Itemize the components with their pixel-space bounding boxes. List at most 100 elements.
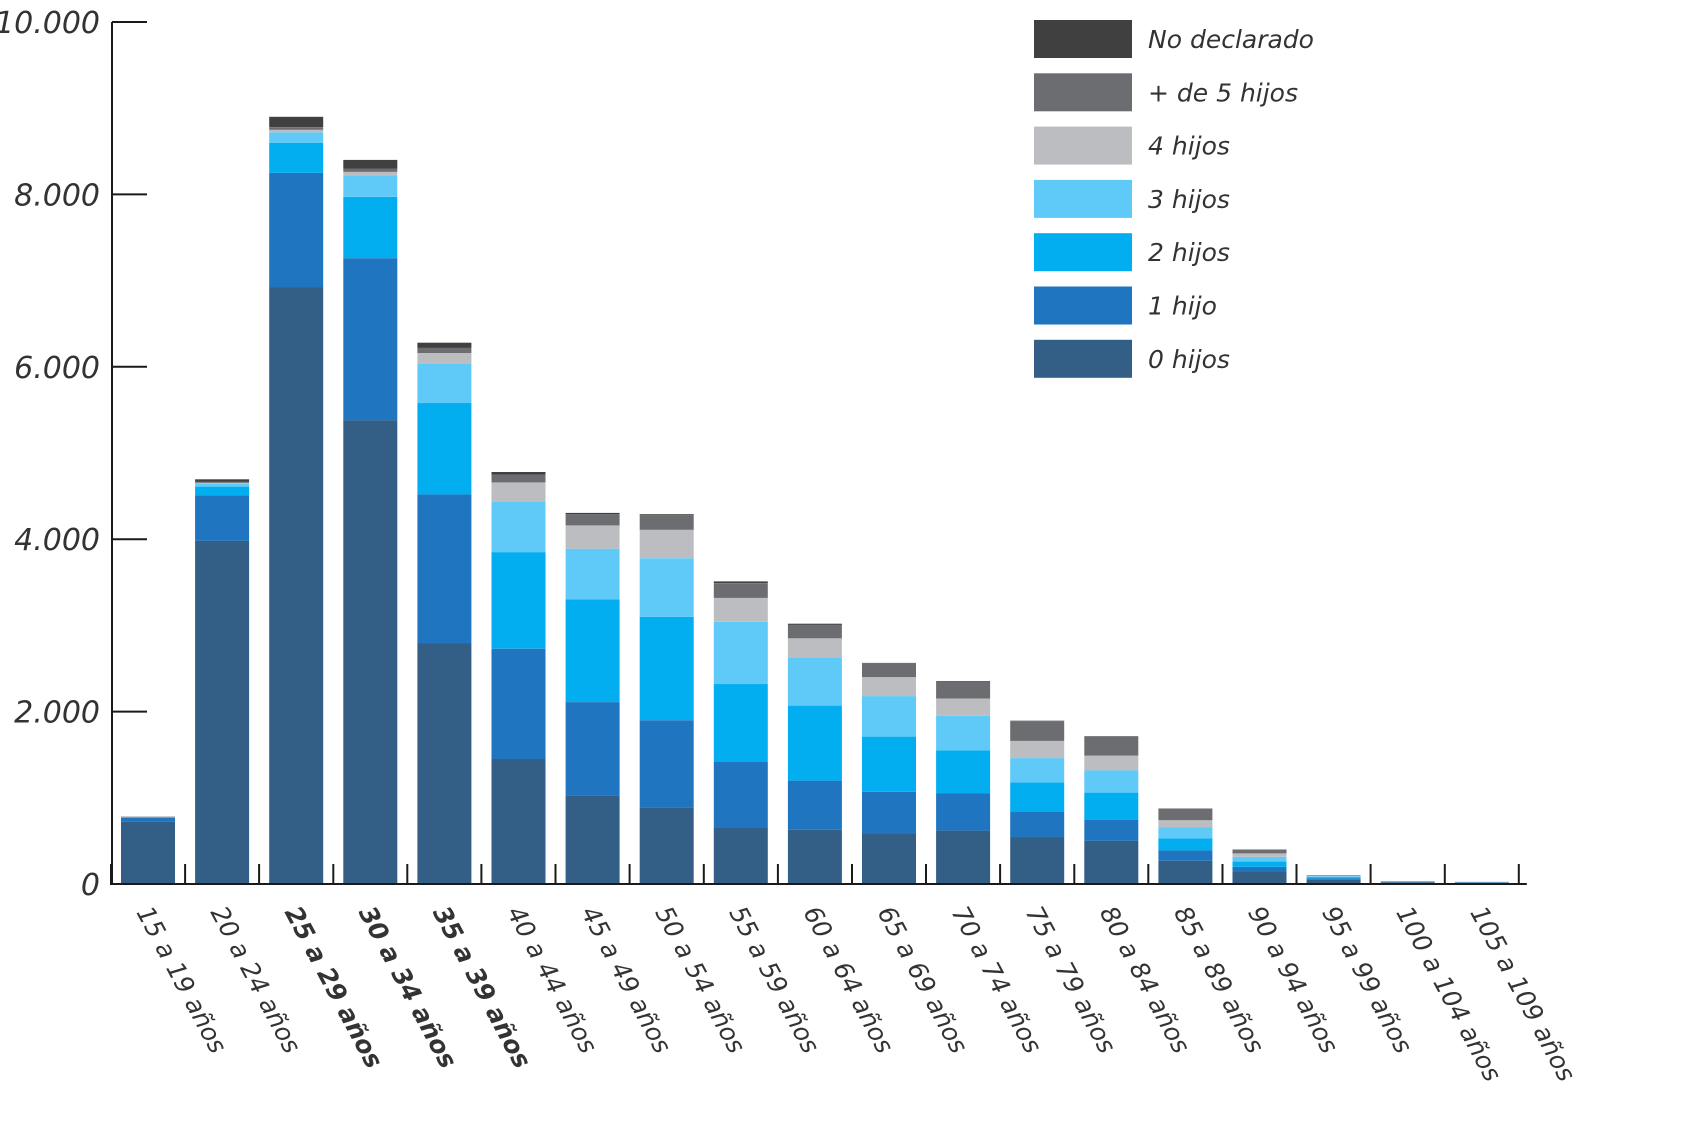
bar-15-a-19-años-0-hijos [121, 821, 175, 884]
bar-55-a-59-años-2-hijos [713, 684, 768, 762]
bar-55-a-59-años-1-hijo [713, 761, 768, 828]
bar-stack-70-a-74-años [936, 681, 991, 884]
bar-35-a-39-años-2-hijos [417, 403, 472, 495]
bar-55-a-59-años-3-hijos [713, 622, 768, 685]
bar-30-a-34-años-plus-de-5-hijos [343, 168, 398, 172]
bar-60-a-64-años-4-hijos [787, 638, 842, 658]
bar-stack-85-a-89-años [1158, 808, 1213, 884]
bar-90-a-94-años-2-hijos [1232, 861, 1287, 867]
bar-85-a-89-años-2-hijos [1158, 838, 1213, 851]
bar-40-a-44-años-2-hijos [491, 552, 546, 649]
bar-40-a-44-años-4-hijos [491, 482, 546, 502]
y-tick-label: 0 [81, 868, 100, 903]
legend-swatch [1034, 126, 1132, 165]
bar-30-a-34-años-1-hijo [343, 258, 398, 421]
legend-label: 3 hijos [1148, 185, 1230, 214]
bar-70-a-74-años-2-hijos [936, 750, 991, 794]
bar-60-a-64-años-no-declarado [787, 623, 842, 625]
bar-35-a-39-años-plus-de-5-hijos [417, 347, 472, 353]
bar-50-a-54-años-1-hijo [639, 720, 694, 808]
legend-swatch [1034, 20, 1132, 58]
legend-item-2-hijos: 2 hijos [1034, 233, 1230, 272]
bar-45-a-49-años-0-hijos [565, 795, 620, 884]
bar-70-a-74-años-1-hijo [936, 793, 991, 831]
legend-item-plus-de-5-hijos: + de 5 hijos [1034, 73, 1298, 112]
bar-35-a-39-años-1-hijo [417, 494, 472, 644]
bar-stack-25-a-29-años [269, 116, 324, 884]
bar-45-a-49-años-1-hijo [565, 702, 620, 796]
bar-65-a-69-años-0-hijos [862, 833, 916, 884]
legend-item-0-hijos: 0 hijos [1034, 339, 1230, 378]
y-tick-label: 6.000 [14, 351, 100, 386]
bar-60-a-64-años-plus-de-5-hijos [787, 624, 842, 639]
bar-70-a-74-años-0-hijos [936, 830, 991, 884]
bar-stack-35-a-39-años [417, 342, 472, 884]
legend-label: 2 hijos [1148, 238, 1230, 267]
y-tick-label: 4.000 [14, 523, 100, 558]
legend-item-3-hijos: 3 hijos [1034, 179, 1230, 218]
legend-swatch [1034, 339, 1132, 378]
y-axis-ticks: 0 2.000 4.000 6.000 8.000 10.000 [0, 6, 147, 903]
bar-50-a-54-años-plus-de-5-hijos [639, 515, 694, 530]
bar-stack-60-a-64-años [787, 623, 842, 884]
bar-20-a-24-años-1-hijo [195, 495, 250, 541]
bar-70-a-74-años-3-hijos [936, 715, 991, 751]
bar-25-a-29-años-3-hijos [269, 132, 324, 143]
bar-65-a-69-años-4-hijos [862, 677, 916, 697]
bar-stack-20-a-24-años [195, 479, 250, 884]
bar-40-a-44-años-plus-de-5-hijos [491, 474, 546, 483]
legend-swatch [1034, 73, 1132, 112]
legend-item-4-hijos: 4 hijos [1034, 126, 1230, 165]
bar-30-a-34-años-no-declarado [343, 159, 398, 169]
bar-25-a-29-años-0-hijos [269, 287, 324, 884]
bar-85-a-89-años-plus-de-5-hijos [1158, 809, 1213, 821]
bar-30-a-34-años-0-hijos [343, 420, 398, 884]
bar-30-a-34-años-4-hijos [343, 172, 398, 176]
bar-25-a-29-años-1-hijo [269, 172, 324, 288]
bar-75-a-79-años-0-hijos [1010, 837, 1065, 884]
bar-45-a-49-años-plus-de-5-hijos [565, 514, 620, 526]
bar-80-a-84-años-1-hijo [1084, 819, 1139, 841]
bar-70-a-74-años-plus-de-5-hijos [936, 681, 991, 699]
bar-65-a-69-años-2-hijos [862, 736, 916, 792]
bar-75-a-79-años-1-hijo [1010, 811, 1065, 838]
bar-50-a-54-años-2-hijos [639, 616, 694, 721]
bar-35-a-39-años-no-declarado [417, 342, 472, 348]
bar-25-a-29-años-2-hijos [269, 142, 324, 173]
bar-95-a-99-años-0-hijos [1306, 879, 1361, 884]
bar-60-a-64-años-0-hijos [787, 829, 842, 884]
bar-20-a-24-años-0-hijos [195, 540, 250, 884]
bar-65-a-69-años-1-hijo [862, 791, 916, 834]
bar-30-a-34-años-3-hijos [343, 175, 398, 197]
bar-stack-45-a-49-años [565, 512, 620, 884]
bar-40-a-44-años-1-hijo [491, 648, 546, 759]
bar-20-a-24-años-2-hijos [195, 486, 250, 496]
legend-label: + de 5 hijos [1148, 78, 1298, 107]
y-tick-label: 8.000 [14, 178, 100, 213]
bar-25-a-29-años-no-declarado [269, 116, 324, 128]
bar-20-a-24-años-3-hijos [195, 484, 250, 487]
legend-item-1-hijo: 1 hijo [1034, 286, 1217, 325]
bar-85-a-89-años-0-hijos [1158, 860, 1213, 884]
bar-25-a-29-años-4-hijos [269, 129, 324, 133]
bar-55-a-59-años-plus-de-5-hijos [713, 583, 768, 598]
y-tick-label: 2.000 [14, 696, 100, 731]
bar-75-a-79-años-3-hijos [1010, 758, 1065, 783]
bar-60-a-64-años-3-hijos [787, 657, 842, 706]
bar-40-a-44-años-no-declarado [491, 472, 546, 475]
bar-75-a-79-años-4-hijos [1010, 740, 1065, 759]
bar-30-a-34-años-2-hijos [343, 197, 398, 259]
bar-55-a-59-años-no-declarado [713, 581, 768, 584]
bar-45-a-49-años-4-hijos [565, 525, 620, 549]
bar-45-a-49-años-2-hijos [565, 599, 620, 703]
bar-stack-50-a-54-años [639, 514, 694, 884]
bar-50-a-54-años-0-hijos [639, 807, 694, 884]
legend-label: 0 hijos [1148, 345, 1230, 374]
bar-40-a-44-años-0-hijos [491, 759, 546, 884]
bar-90-a-94-años-4-hijos [1232, 853, 1287, 857]
bar-55-a-59-años-4-hijos [713, 597, 768, 622]
bar-55-a-59-años-0-hijos [713, 827, 768, 884]
